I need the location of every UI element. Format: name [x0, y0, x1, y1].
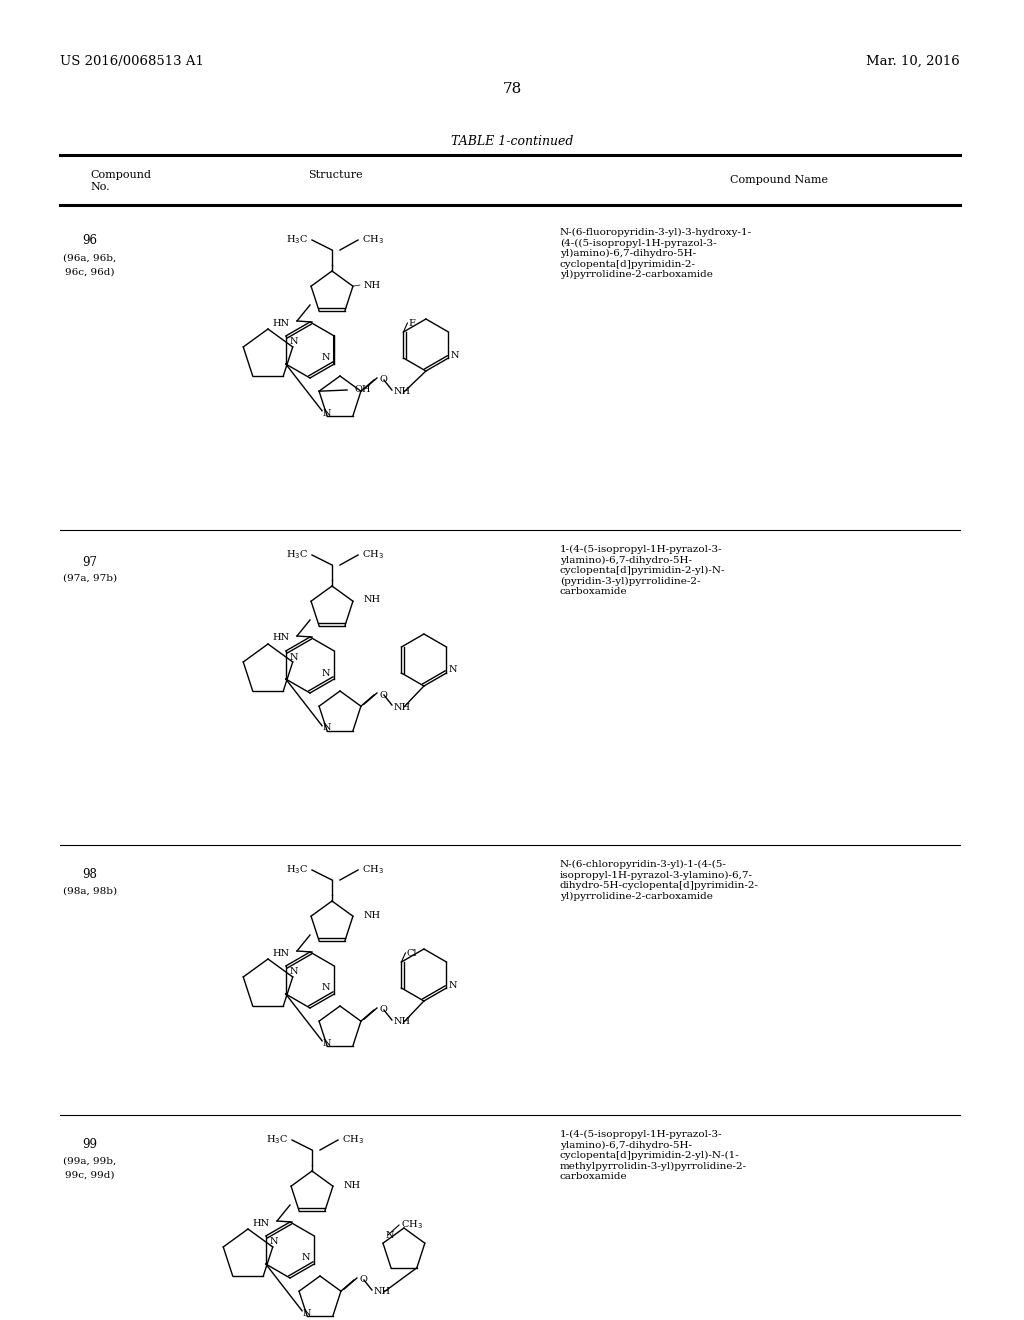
- Text: NH: NH: [364, 281, 381, 289]
- Text: N: N: [449, 981, 457, 990]
- Text: CH$_3$: CH$_3$: [362, 234, 384, 247]
- Text: N: N: [290, 968, 298, 977]
- Text: N: N: [386, 1230, 394, 1239]
- Text: N: N: [290, 652, 298, 661]
- Text: O: O: [380, 1006, 388, 1015]
- Text: H$_3$C: H$_3$C: [266, 1134, 288, 1146]
- Text: N: N: [451, 351, 459, 359]
- Text: 1-(4-(5-isopropyl-1H-pyrazol-3-
ylamino)-6,7-dihydro-5H-
cyclopenta[d]pyrimidin-: 1-(4-(5-isopropyl-1H-pyrazol-3- ylamino)…: [560, 1130, 748, 1181]
- Text: HN: HN: [272, 634, 290, 643]
- Text: Compound
No.: Compound No.: [90, 170, 151, 191]
- Text: NH: NH: [364, 595, 381, 605]
- Text: Cl: Cl: [407, 949, 417, 957]
- Text: Compound Name: Compound Name: [730, 176, 828, 185]
- Text: CH$_3$: CH$_3$: [362, 549, 384, 561]
- Text: NH: NH: [364, 911, 381, 920]
- Text: N: N: [269, 1238, 279, 1246]
- Text: CH$_3$: CH$_3$: [362, 863, 384, 876]
- Text: N: N: [303, 1308, 311, 1317]
- Text: (99a, 99b,: (99a, 99b,: [63, 1156, 117, 1166]
- Text: (98a, 98b): (98a, 98b): [62, 887, 117, 895]
- Text: NH: NH: [374, 1287, 391, 1296]
- Text: HN: HN: [272, 318, 290, 327]
- Text: N: N: [302, 1254, 310, 1262]
- Text: NH: NH: [394, 388, 411, 396]
- Text: NH: NH: [394, 1018, 411, 1027]
- Text: H$_3$C: H$_3$C: [286, 234, 308, 247]
- Text: HN: HN: [272, 949, 290, 957]
- Text: CH$_3$: CH$_3$: [342, 1134, 364, 1146]
- Text: NH: NH: [394, 702, 411, 711]
- Text: N: N: [449, 665, 457, 675]
- Text: N: N: [322, 354, 331, 363]
- Text: Structure: Structure: [307, 170, 362, 180]
- Text: N: N: [322, 983, 331, 993]
- Text: (96a, 96b,: (96a, 96b,: [63, 253, 117, 263]
- Text: CH$_3$: CH$_3$: [401, 1218, 423, 1232]
- Text: O: O: [380, 375, 388, 384]
- Text: N: N: [322, 668, 331, 677]
- Text: 96: 96: [83, 234, 97, 247]
- Text: 1-(4-(5-isopropyl-1H-pyrazol-3-
ylamino)-6,7-dihydro-5H-
cyclopenta[d]pyrimidin-: 1-(4-(5-isopropyl-1H-pyrazol-3- ylamino)…: [560, 545, 725, 597]
- Text: 96c, 96d): 96c, 96d): [66, 268, 115, 276]
- Text: F: F: [409, 318, 416, 327]
- Text: O: O: [380, 690, 388, 700]
- Text: N: N: [290, 338, 298, 346]
- Text: O: O: [359, 1275, 368, 1284]
- Text: H$_3$C: H$_3$C: [286, 863, 308, 876]
- Text: N: N: [323, 723, 332, 733]
- Text: N: N: [323, 1039, 332, 1048]
- Text: 98: 98: [83, 869, 97, 882]
- Text: H$_3$C: H$_3$C: [286, 549, 308, 561]
- Text: Mar. 10, 2016: Mar. 10, 2016: [866, 55, 961, 69]
- Text: US 2016/0068513 A1: US 2016/0068513 A1: [60, 55, 204, 69]
- Text: 99c, 99d): 99c, 99d): [66, 1171, 115, 1180]
- Text: 78: 78: [503, 82, 521, 96]
- Text: 97: 97: [83, 556, 97, 569]
- Text: NH: NH: [344, 1180, 361, 1189]
- Text: N-(6-chloropyridin-3-yl)-1-(4-(5-
isopropyl-1H-pyrazol-3-ylamino)-6,7-
dihydro-5: N-(6-chloropyridin-3-yl)-1-(4-(5- isopro…: [560, 861, 759, 900]
- Text: OH: OH: [354, 385, 371, 395]
- Text: (97a, 97b): (97a, 97b): [62, 573, 117, 582]
- Text: N-(6-fluoropyridin-3-yl)-3-hydroxy-1-
(4-((5-isopropyl-1H-pyrazol-3-
yl)amino)-6: N-(6-fluoropyridin-3-yl)-3-hydroxy-1- (4…: [560, 228, 752, 279]
- Text: N: N: [323, 408, 332, 417]
- Text: TABLE 1-continued: TABLE 1-continued: [451, 135, 573, 148]
- Text: HN: HN: [253, 1218, 270, 1228]
- Text: 99: 99: [83, 1138, 97, 1151]
